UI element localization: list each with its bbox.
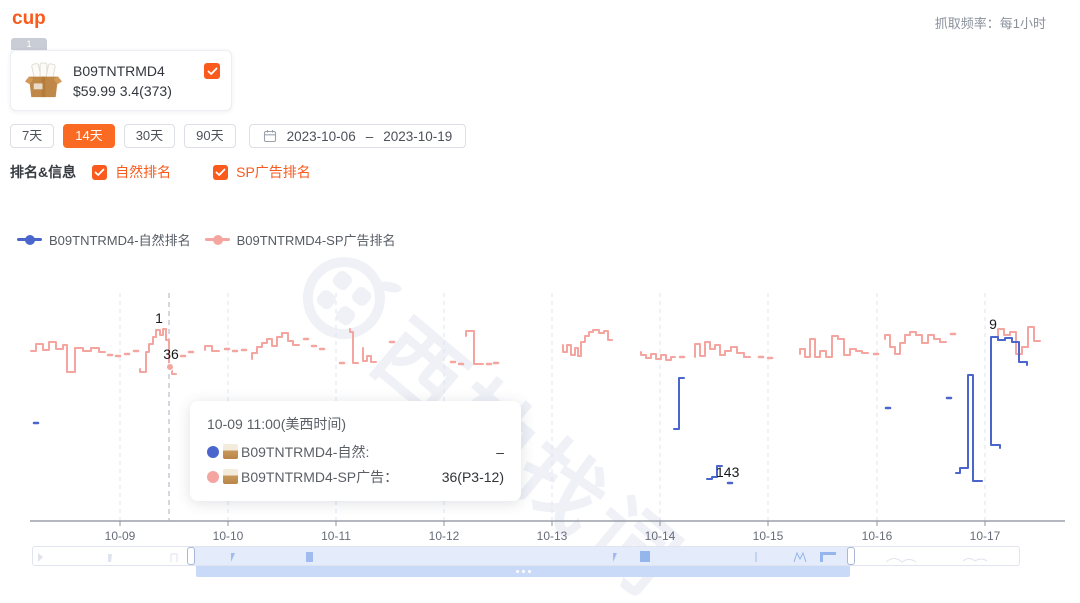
horizontal-scrollbar[interactable] [196,565,850,577]
datazoom-right-handle[interactable] [847,547,855,565]
x-axis-label: 10-16 [862,529,893,543]
point-value-label: 143 [716,464,740,480]
series-line-natural-rank [673,377,685,430]
series-line-sp-ad-rank [997,326,1041,355]
sp-ad-rank-label: SP广告排名 [236,164,311,180]
option-sp-ad-rank[interactable]: SP广告排名 [213,162,311,182]
point-value-label: 1 [155,310,163,326]
tooltip-name-sp-ad: B09TNTRMD4-SP广告： [241,468,399,485]
series-line-natural-rank [706,465,723,480]
series-line-sp-ad-rank [799,335,869,358]
series-line-sp-ad-rank [251,332,300,360]
point-value-label: 9 [989,316,997,332]
legend-marker-natural [17,234,42,245]
series-line-sp-ad-rank [562,329,613,357]
date-separator: – [365,128,374,144]
series-line-natural-rank [990,336,1028,449]
product-thumbnail [223,469,238,484]
series-line-natural-rank [955,374,983,482]
sp-ad-rank-checkbox[interactable] [213,164,229,180]
x-axis-label: 10-13 [537,529,568,543]
scrollbar-grip-dot [515,569,519,573]
legend-item-natural[interactable]: B09TNTRMD4-自然排名 [17,230,191,249]
date-start: 2023-10-06 [286,128,356,144]
hovered-point [166,363,174,371]
check-icon [94,168,105,176]
check-icon [215,168,226,176]
chart-tooltip: 10-09 11:00(美西时间) B09TNTRMD4-自然: – B09TN… [190,401,521,501]
datazoom-left-handle[interactable] [187,547,195,565]
series-line-sp-ad-rank [349,328,359,364]
page-title: cup [12,8,46,29]
range-button-14d[interactable]: 14天 [63,124,115,148]
product-card[interactable]: B09TNTRMD4 $59.99 3.4(373) [10,50,232,111]
date-end: 2023-10-19 [383,128,453,144]
crawl-frequency-label: 抓取频率：每1小时 [934,16,1046,31]
tooltip-time: 10-09 11:00(美西时间) [207,416,347,432]
x-axis-label: 10-15 [753,529,784,543]
natural-rank-checkbox[interactable] [92,164,108,180]
datazoom-preview [38,551,988,563]
datazoom-selected-window[interactable] [191,547,851,565]
series-line-sp-ad-rank [204,345,220,352]
series-line-sp-ad-rank [694,341,751,358]
date-range-filters: 7天 14天 30天 90天 2023-10-06 – 2023-10-19 [10,124,467,148]
legend-label-sp-ad: B09TNTRMD4-SP广告排名 [236,233,396,248]
legend-marker-sp-ad [204,234,230,245]
legend-item-sp-ad[interactable]: B09TNTRMD4-SP广告排名 [204,230,396,249]
product-thumbnail [223,444,238,459]
tooltip-name-natural: B09TNTRMD4-自然: [241,443,370,460]
product-image [24,62,63,98]
product-price-rating: $59.99 3.4(373) [73,83,172,99]
calendar-icon [263,130,276,143]
tooltip-value-natural: – [496,443,504,460]
series-line-sp-ad-rank [30,341,106,373]
x-axis-label: 10-17 [970,529,1001,543]
range-button-90d[interactable]: 90天 [184,124,236,148]
series-line-sp-ad-rank [362,347,377,363]
option-natural-rank[interactable]: 自然排名 [92,162,171,182]
scrollbar-grip-dot [521,569,525,573]
range-button-30d[interactable]: 30天 [123,124,176,148]
range-button-7d[interactable]: 7天 [10,124,55,148]
series-dot-natural [207,445,219,458]
series-line-sp-ad-rank [139,328,177,375]
grapefruit-logo-icon [303,256,402,339]
point-value-label: 36 [163,346,179,362]
series-line-sp-ad-rank [465,330,484,365]
tooltip-row-sp-ad: B09TNTRMD4-SP广告： 36(P3-12) [207,464,504,489]
x-axis-label: 10-09 [105,529,136,543]
x-axis-label: 10-14 [645,529,676,543]
rank-info-row: 排名&信息 自然排名 SP广告排名 [10,162,311,182]
product-asin: B09TNTRMD4 [73,63,165,79]
scrollbar-grip-dot [527,569,531,573]
tooltip-value-sp-ad: 36(P3-12) [441,468,504,485]
legend-label-natural: B09TNTRMD4-自然排名 [49,233,191,248]
series-line-sp-ad-rank [884,331,947,355]
datazoom-slider[interactable] [32,546,1020,566]
series-line-sp-ad-rank [640,351,676,361]
x-axis-label: 10-11 [321,529,351,543]
product-checkbox[interactable] [204,63,220,79]
chart-legend: B09TNTRMD4-自然排名 B09TNTRMD4-SP广告排名 [17,230,396,249]
tooltip-row-natural: B09TNTRMD4-自然: – [207,439,504,464]
date-range-picker[interactable]: 2023-10-06 – 2023-10-19 [248,124,467,148]
natural-rank-label: 自然排名 [115,164,172,180]
x-axis-label: 10-10 [213,529,244,543]
series-dot-sp-ad [207,470,219,483]
check-icon [207,67,217,75]
product-index-tab[interactable]: 1 [11,38,47,50]
x-axis-label: 10-12 [429,529,460,543]
rank-info-label: 排名&信息 [10,164,77,180]
